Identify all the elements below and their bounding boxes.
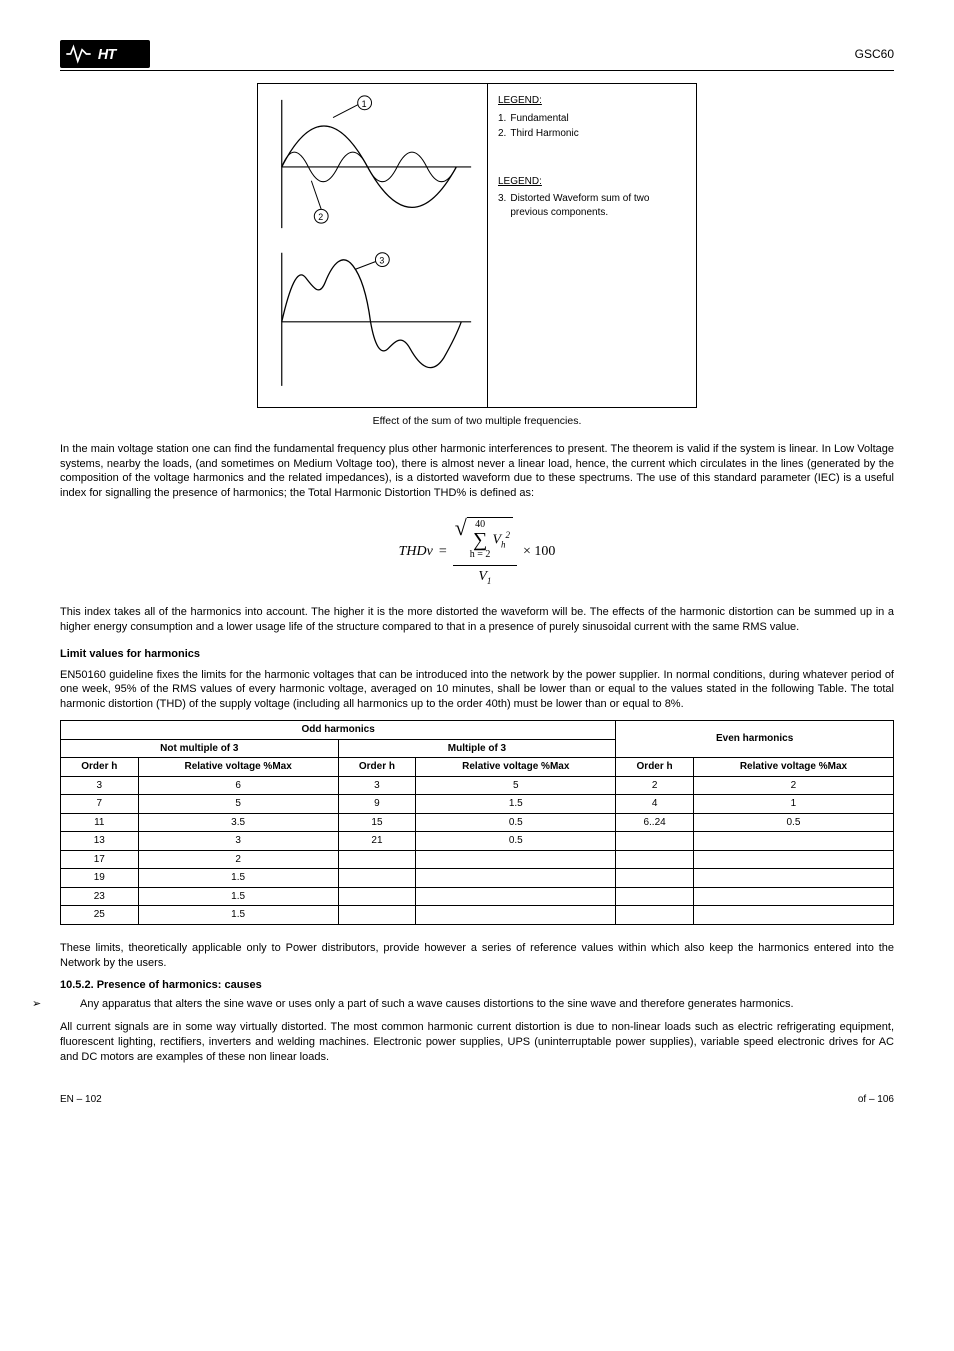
svg-text:1: 1: [362, 99, 367, 109]
table-row: 231.5: [61, 887, 894, 906]
formula-lhs: THDv: [399, 543, 433, 562]
legend-item: 2. Third Harmonic: [498, 127, 688, 141]
svg-text:3: 3: [379, 256, 384, 266]
table-row: 172: [61, 850, 894, 869]
legend-item: 3. Distorted Waveform sum of two previou…: [498, 192, 688, 219]
th-order: Order h: [61, 758, 139, 777]
limits-title: Limit values for harmonics: [60, 647, 894, 662]
waveform-svg: 1 2 3: [264, 90, 481, 396]
legend2-title: LEGEND:: [498, 175, 688, 189]
figure-graphic: 1 2 3: [258, 84, 488, 407]
figure-legend: LEGEND: 1. Fundamental 2. Third Harmonic…: [488, 84, 696, 407]
th-rel: Relative voltage %Max: [416, 758, 616, 777]
limits-note: These limits, theoretically applicable o…: [60, 941, 894, 971]
footer-right: of – 106: [858, 1093, 894, 1107]
brand-logo: HT: [60, 40, 150, 68]
table-row: 191.5: [61, 869, 894, 888]
table-row: 251.5: [61, 906, 894, 925]
limits-intro: EN50160 guideline fixes the limits for t…: [60, 668, 894, 713]
logo-icon: HT: [62, 42, 148, 66]
thd-formula: THDv = √ 40 ∑ h = 2 Vh2 V1 × 100: [60, 517, 894, 587]
page-footer: EN – 102 of – 106: [60, 1093, 894, 1107]
svg-text:2: 2: [318, 212, 323, 222]
th-mult: Multiple of 3: [338, 739, 616, 758]
svg-text:HT: HT: [98, 47, 118, 63]
model-label: GSC60: [855, 46, 894, 62]
th-order: Order h: [616, 758, 694, 777]
para-intro: In the main voltage station one can find…: [60, 442, 894, 501]
figure-box: 1 2 3 LEGEND: 1. Fundamental 2. Thir: [257, 83, 697, 408]
th-order: Order h: [338, 758, 416, 777]
footer-left: EN – 102: [60, 1093, 102, 1107]
legend1-title: LEGEND:: [498, 94, 688, 108]
legend-item: 1. Fundamental: [498, 112, 688, 126]
causes-para: All current signals are in some way virt…: [60, 1020, 894, 1065]
bullet: ➢Any apparatus that alters the sine wave…: [88, 997, 894, 1012]
page-header: HT GSC60: [60, 40, 894, 71]
harmonics-table: Odd harmonics Even harmonics Not multipl…: [60, 720, 894, 925]
section-title: 10.5.2. Presence of harmonics: causes: [60, 978, 894, 993]
th-even: Even harmonics: [616, 721, 894, 758]
th-odd: Odd harmonics: [61, 721, 616, 740]
th-rel: Relative voltage %Max: [138, 758, 338, 777]
table-row: 7591.541: [61, 795, 894, 814]
table-row: 363522: [61, 776, 894, 795]
table-row: 133210.5: [61, 832, 894, 851]
th-rel: Relative voltage %Max: [693, 758, 893, 777]
formula-after: × 100: [523, 543, 555, 562]
para-thd: This index takes all of the harmonics in…: [60, 605, 894, 635]
th-notmult: Not multiple of 3: [61, 739, 339, 758]
table-row: 113.5150.56..240.5: [61, 813, 894, 832]
figure-caption: Effect of the sum of two multiple freque…: [60, 414, 894, 428]
